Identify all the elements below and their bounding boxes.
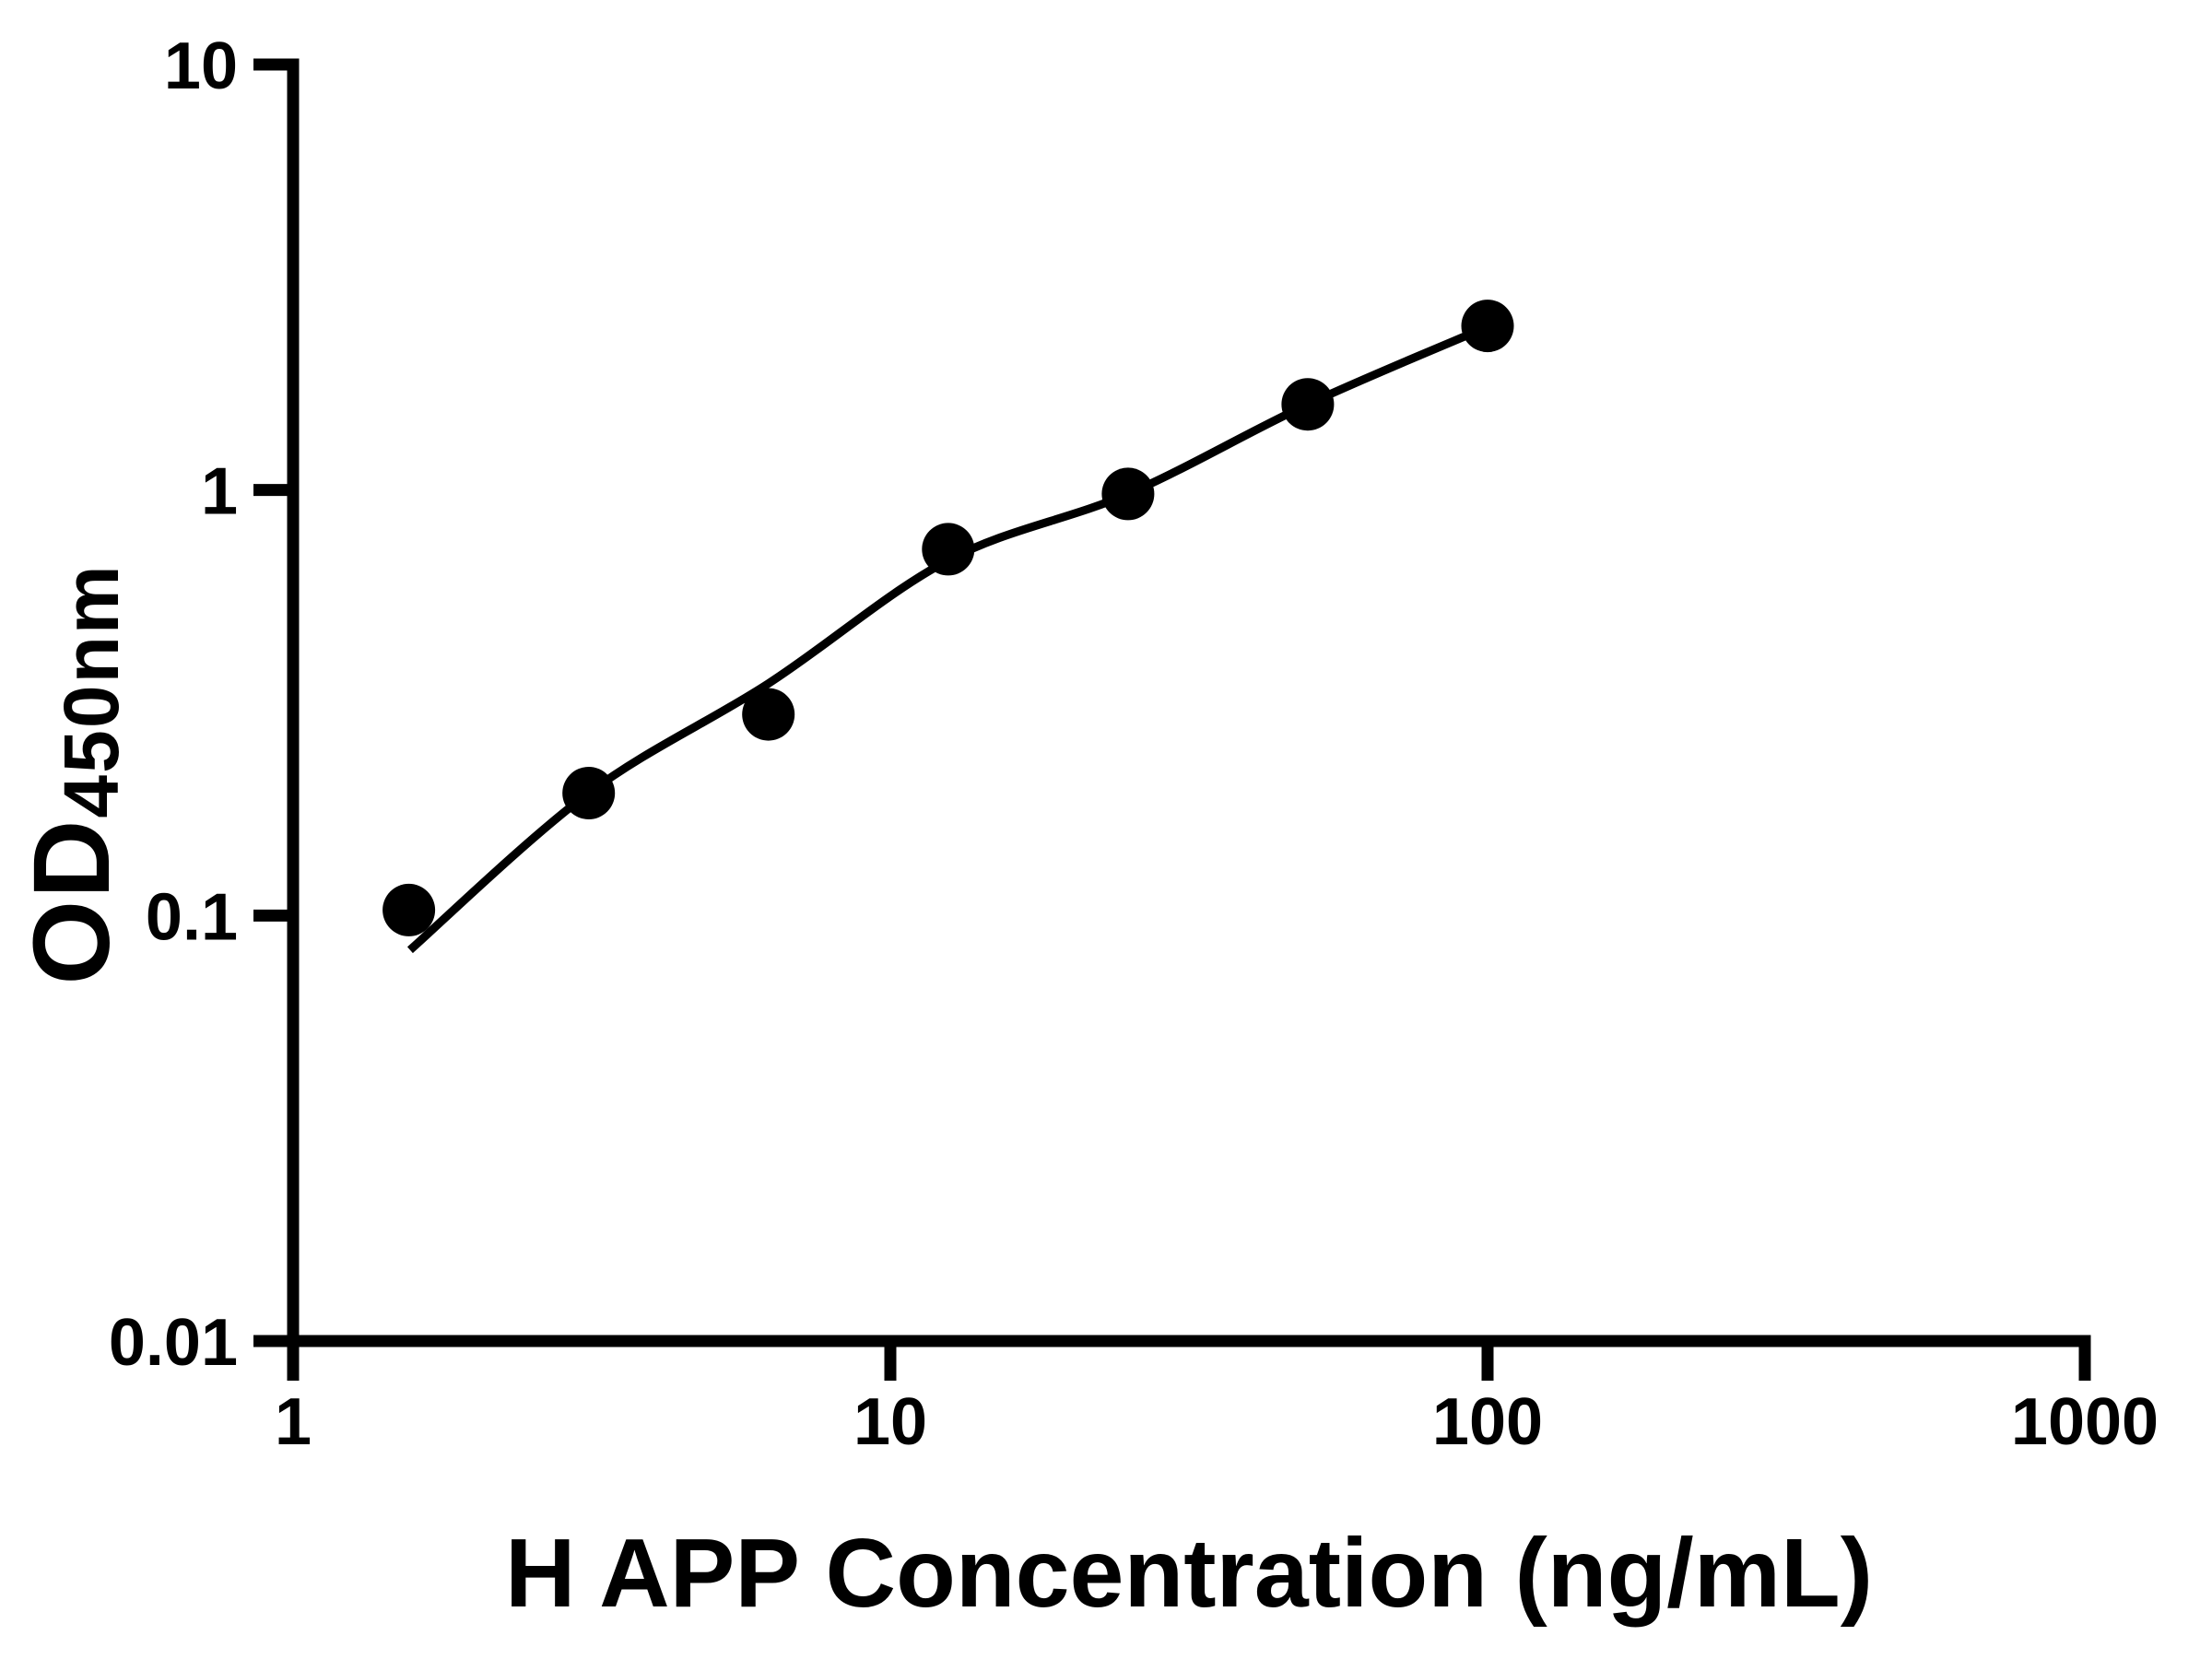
y-axis-title: OD450nm [11,563,135,984]
y-tick-label: 0.01 [109,1306,238,1380]
y-tick-label: 0.1 [146,880,238,954]
axis-ticks [253,58,2091,1381]
x-axis-title: H APP Concentration (ng/mL) [505,1519,1873,1628]
data-points [382,300,1514,936]
data-point [1461,300,1514,353]
data-point [562,767,616,819]
data-point [1281,378,1335,431]
x-tick-label: 1 [275,1385,312,1459]
y-tick-label: 1 [201,455,238,529]
tick-labels: 0.01 0.1 1 10 1 10 100 1000 [109,29,2159,1459]
y-tick-label: 10 [164,29,238,103]
data-point [1101,467,1155,521]
data-point [382,883,436,936]
data-point [742,688,795,741]
x-tick-label: 100 [1432,1385,1543,1459]
axes [287,58,2091,1347]
data-point [922,523,975,576]
y-axis-title-main: OD [11,818,133,985]
x-tick-label: 10 [853,1385,927,1459]
y-axis-title-subscript: 450nm [48,563,135,818]
x-tick-label: 1000 [2011,1385,2159,1459]
